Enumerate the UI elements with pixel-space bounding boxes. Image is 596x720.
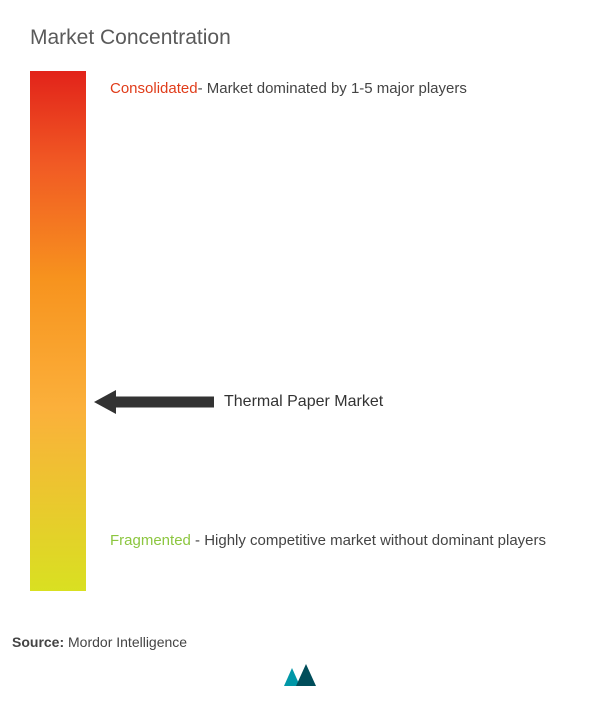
arrow-head <box>94 390 116 414</box>
source-value: Mordor Intelligence <box>68 634 187 650</box>
concentration-gradient-bar <box>30 71 86 591</box>
arrow-shaft <box>114 397 214 408</box>
page-title: Market Concentration <box>30 26 231 50</box>
arrow-left-icon <box>94 392 214 412</box>
marker-label: Thermal Paper Market <box>224 393 383 411</box>
mordor-logo-icon <box>282 660 322 690</box>
fragmented-description: - Highly competitive market without domi… <box>191 532 546 549</box>
consolidated-keyword: Consolidated <box>110 80 198 97</box>
consolidated-label: Consolidated- Market dominated by 1-5 ma… <box>110 78 467 99</box>
source-line: Source: Mordor Intelligence <box>12 634 187 650</box>
market-marker: Thermal Paper Market <box>94 392 383 412</box>
fragmented-label: Fragmented - Highly competitive market w… <box>110 527 546 554</box>
consolidated-description: - Market dominated by 1-5 major players <box>198 80 467 97</box>
source-prefix: Source: <box>12 634 64 650</box>
fragmented-keyword: Fragmented <box>110 532 191 549</box>
logo-triangle-2 <box>296 664 316 686</box>
